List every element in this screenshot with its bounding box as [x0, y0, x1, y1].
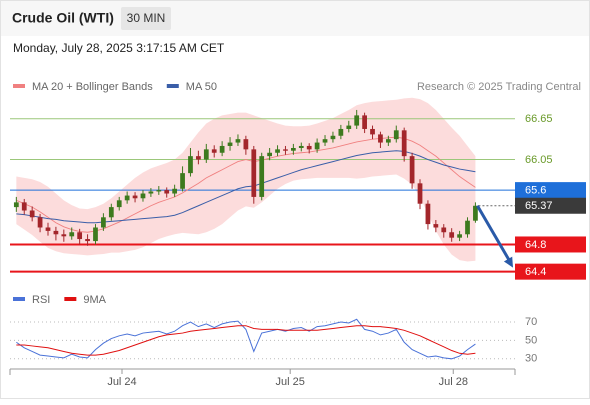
candle-body: [314, 142, 320, 150]
candle-body: [61, 234, 67, 237]
candle-body: [45, 227, 51, 231]
candle-body: [370, 128, 375, 135]
candle-body: [409, 156, 415, 184]
level-tag: [515, 182, 586, 199]
candle-body: [338, 128, 344, 136]
candle-body: [449, 232, 455, 238]
candle-body: [243, 139, 249, 150]
candle-body: [235, 139, 241, 143]
candle-body: [148, 191, 154, 194]
candle-body: [259, 156, 265, 197]
candle-body: [21, 202, 27, 211]
legend-swatch: [166, 84, 179, 88]
bollinger-band: [16, 97, 476, 262]
candle-body: [93, 227, 98, 242]
candle-body: [53, 230, 59, 235]
candle-body: [211, 149, 217, 153]
candle-body: [362, 115, 367, 129]
level-label: 66.65: [525, 113, 553, 125]
legend-swatch: [64, 297, 77, 301]
candle-body: [473, 205, 478, 221]
candle-body: [188, 156, 193, 174]
candle-body: [77, 232, 83, 240]
candle-body: [290, 147, 296, 151]
y-tick-label: 30: [525, 353, 537, 365]
candle-body: [29, 210, 35, 218]
header-bar: [1, 1, 589, 36]
candle-body: [196, 156, 201, 160]
candle-body: [354, 115, 360, 126]
legend-label: MA 20 + Bollinger Bands: [32, 81, 153, 93]
candle-body: [13, 202, 19, 208]
y-tick-label: 70: [525, 316, 537, 328]
candle-body: [441, 227, 447, 233]
candle-body: [393, 130, 399, 140]
candle-body: [283, 149, 288, 151]
candle-body: [378, 134, 383, 143]
legend-swatch: [13, 84, 25, 88]
projection-arrow-head: [503, 256, 513, 268]
candle-body: [385, 139, 391, 143]
legend-swatch: [13, 297, 25, 301]
candle-body: [322, 139, 328, 143]
candle-body: [346, 125, 352, 129]
candle-body: [37, 217, 43, 228]
indicator-line: [16, 318, 476, 360]
candle-body: [306, 145, 312, 150]
timeframe-badge[interactable]: [121, 7, 171, 30]
indicator-line: [16, 325, 476, 356]
candle-body: [124, 195, 130, 201]
level-tag: [515, 236, 586, 253]
candle-body: [69, 232, 75, 237]
candle-body: [101, 217, 106, 228]
title: Crude Oil (WTI): [12, 10, 114, 26]
candle-body: [401, 130, 407, 157]
candle-body: [267, 152, 272, 157]
x-tick-label: Jul 25: [276, 376, 305, 388]
plot: MA 20 + Bollinger Bands MA 50 66.65 66.05 65…: [9, 81, 586, 388]
timestamp: Monday, July 28, 2025 3:17:15 AM CET: [13, 41, 225, 55]
source: Research © 2025 Trading Central: [417, 81, 581, 93]
ma-line: [16, 136, 476, 233]
current-price-tag: [515, 197, 586, 214]
legend-label: 9MA: [83, 294, 106, 306]
candle-body: [219, 145, 225, 153]
candle-body: [140, 193, 146, 199]
candle-body: [465, 220, 470, 235]
legend-label: MA 50: [186, 81, 217, 93]
candle-body: [156, 190, 162, 192]
level-label: 64.4: [525, 266, 546, 278]
candle-body: [433, 224, 439, 228]
x-tick-label: Jul 28: [439, 376, 468, 388]
level-tag: [515, 263, 586, 280]
level-label: 65.6: [525, 185, 546, 197]
candle-body: [298, 145, 304, 148]
candle-body: [180, 173, 185, 189]
candle-body: [116, 200, 122, 208]
legend-label: RSI: [32, 294, 50, 306]
timeframe[interactable]: 30 MIN: [127, 11, 166, 25]
candle-body: [275, 149, 280, 153]
current-price-label: 65.37: [525, 200, 553, 212]
candle-body: [164, 190, 170, 194]
candle-body: [203, 149, 209, 160]
level-label: 64.8: [525, 239, 546, 251]
candle-body: [425, 203, 431, 225]
candle-body: [85, 239, 90, 242]
candle-body: [417, 183, 423, 204]
candle-body: [457, 234, 462, 238]
x-tick-label: Jul 24: [107, 376, 136, 388]
level-label: 66.05: [525, 154, 553, 166]
candle-body: [172, 188, 178, 194]
candle-body: [108, 207, 114, 218]
projection-arrow: [476, 204, 512, 263]
ma-line: [16, 150, 476, 224]
y-tick-label: 50: [525, 334, 537, 346]
candle-body: [251, 149, 257, 197]
candle-body: [132, 195, 138, 199]
candle-body: [330, 135, 336, 140]
candle-body: [227, 142, 233, 146]
